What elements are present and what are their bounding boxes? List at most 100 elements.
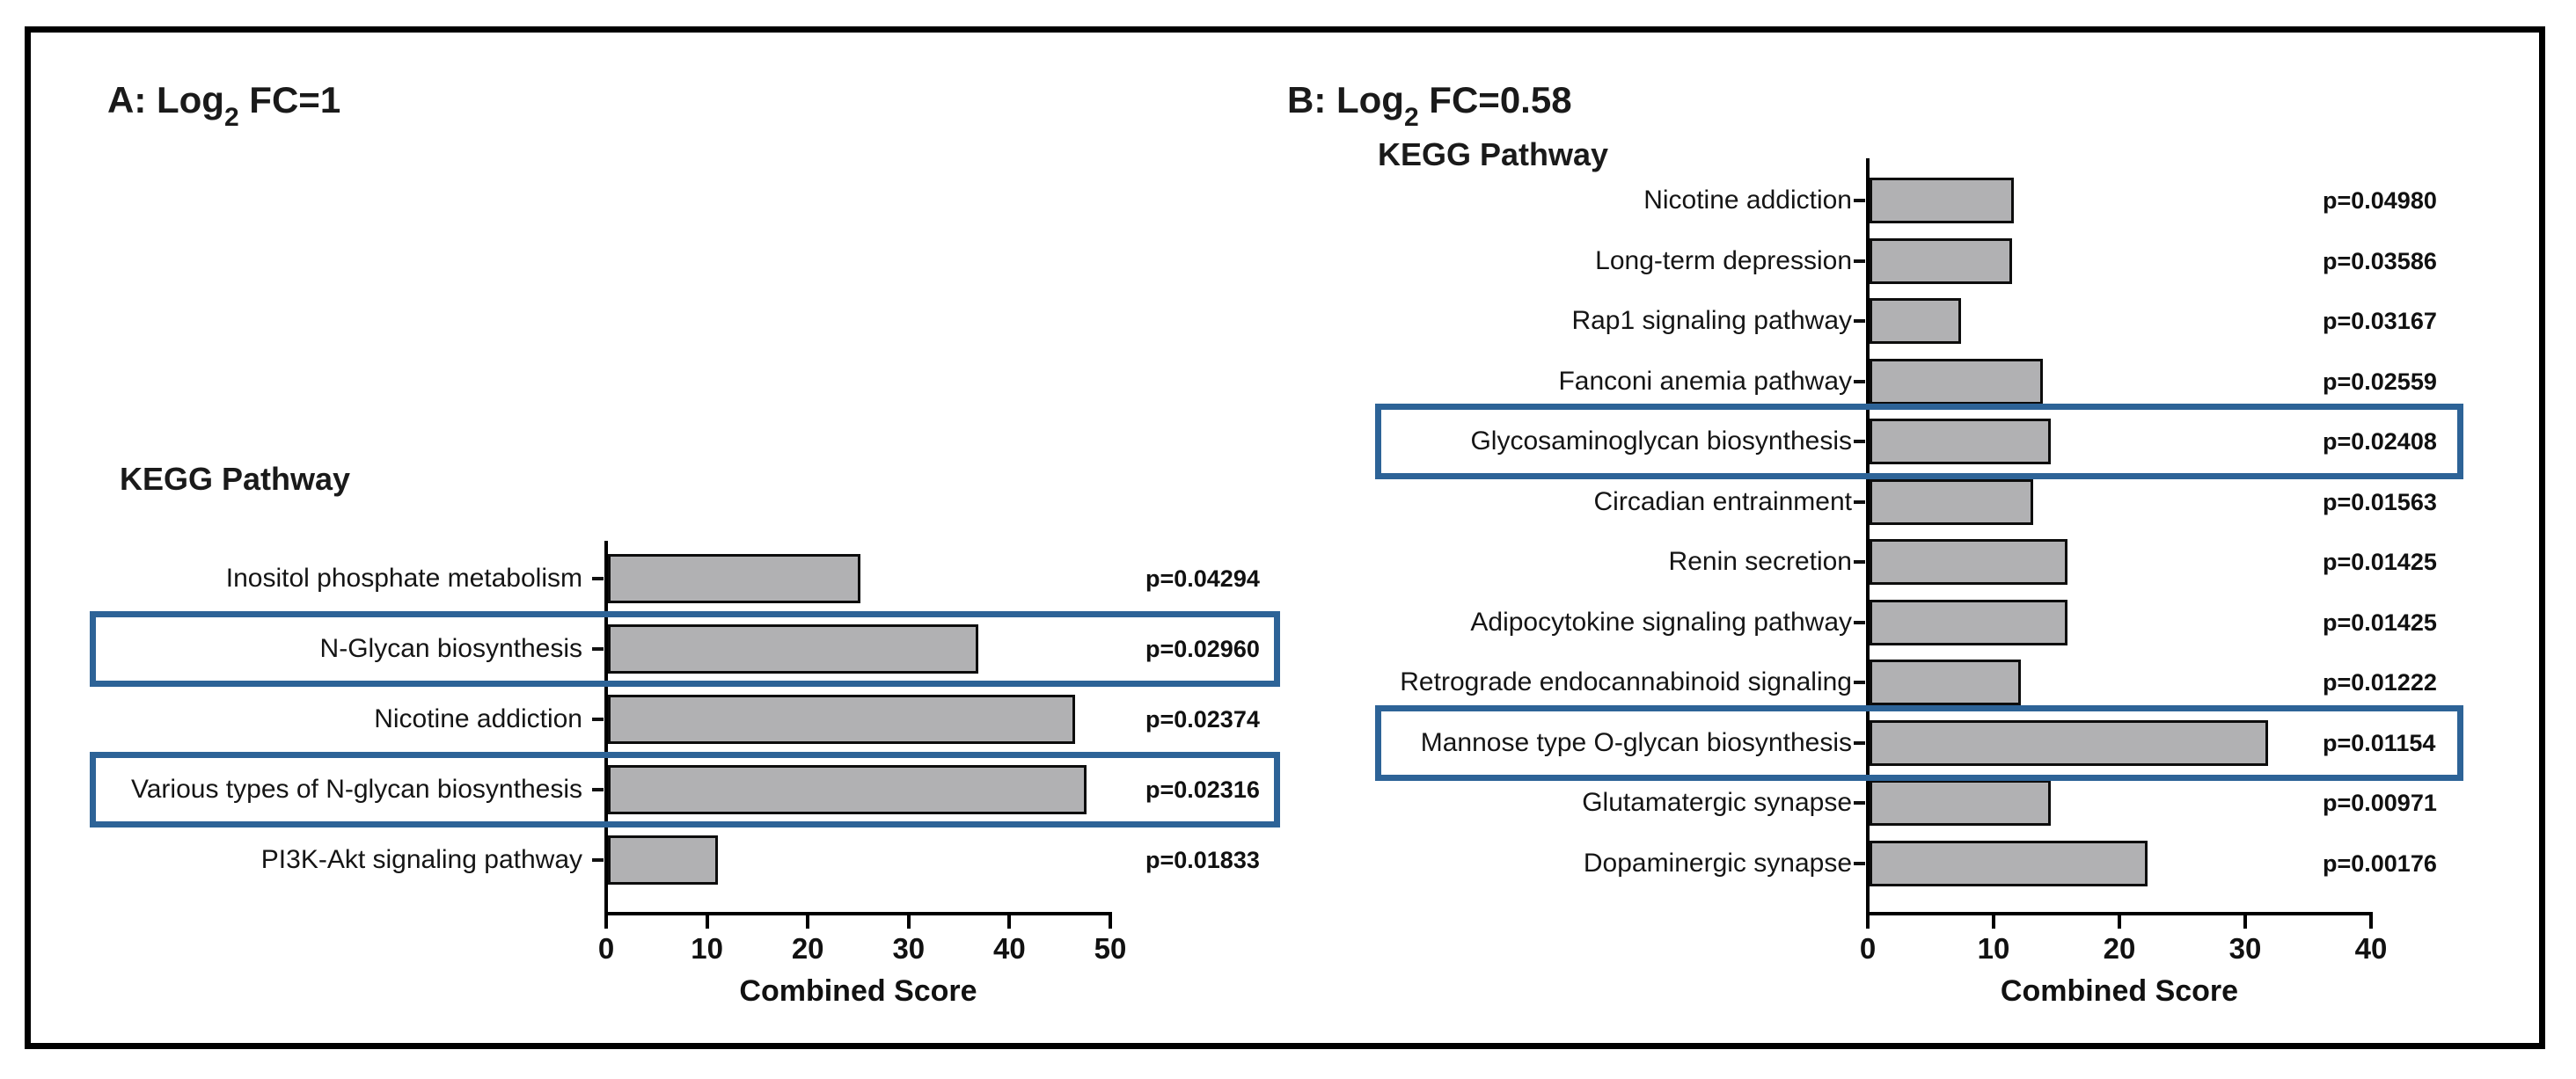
category-tick <box>592 858 604 862</box>
bar <box>1870 539 2067 585</box>
x-axis <box>604 912 1112 915</box>
highlight-box <box>90 752 1280 827</box>
bar <box>1870 419 2051 464</box>
category-label: Circadian entrainment <box>1593 486 1852 516</box>
x-tick-label: 10 <box>1977 932 2010 965</box>
x-tick <box>1007 914 1012 929</box>
category-label: PI3K-Akt signaling pathway <box>260 845 582 874</box>
category-label: Mannose type O-glycan biosynthesis <box>1420 727 1852 757</box>
category-tick <box>1854 379 1865 383</box>
x-tick <box>2369 914 2373 929</box>
category-label: Dopaminergic synapse <box>1583 848 1852 878</box>
p-value-label: p=0.01425 <box>2323 549 2437 575</box>
category-tick <box>1854 319 1865 323</box>
category-tick <box>592 577 604 580</box>
bar <box>1870 780 2051 826</box>
x-tick-label: 10 <box>691 932 723 965</box>
category-tick <box>592 788 604 791</box>
panel-a-title-subscript: 2 <box>223 103 239 133</box>
x-tick <box>1866 914 1870 929</box>
category-tick <box>1854 861 1865 865</box>
category-tick <box>1854 259 1865 263</box>
x-tick-label: 20 <box>791 932 824 965</box>
category-label: Adipocytokine signaling pathway <box>1470 607 1852 637</box>
category-tick <box>1854 499 1865 504</box>
category-tick <box>1854 801 1865 805</box>
highlight-box <box>1375 704 2463 781</box>
bar <box>1870 237 2012 284</box>
p-value-label: p=0.00176 <box>2323 849 2437 877</box>
x-tick <box>705 914 709 929</box>
bar <box>1870 599 2067 645</box>
bar <box>1870 298 1961 344</box>
x-tick <box>906 914 911 929</box>
p-value-label: p=0.02316 <box>1145 776 1260 803</box>
x-tick <box>1109 914 1112 929</box>
p-value-label: p=0.04980 <box>2323 187 2437 214</box>
category-label: Retrograde endocannabinoid signaling <box>1400 667 1852 696</box>
x-axis-title: Combined Score <box>739 974 977 1008</box>
bar <box>608 624 978 674</box>
category-label: Glutamatergic synapse <box>1582 788 1852 817</box>
bar <box>1870 719 2268 766</box>
x-tick-label: 40 <box>993 932 1026 965</box>
category-label: Inositol phosphate metabolism <box>225 564 582 593</box>
panel-b-title-prefix: B: Log <box>1287 79 1404 120</box>
p-value-label: p=0.04294 <box>1145 565 1260 592</box>
x-axis-title: Combined Score <box>2000 974 2239 1008</box>
category-tick <box>1854 440 1865 443</box>
category-label: Glycosaminoglycan biosynthesis <box>1470 426 1852 456</box>
p-value-label: p=0.02559 <box>2323 368 2437 395</box>
category-label: Nicotine addiction <box>1643 186 1852 215</box>
p-value-label: p=0.00971 <box>2323 790 2437 816</box>
bar <box>608 765 1087 814</box>
y-axis <box>1866 158 1870 915</box>
p-value-label: p=0.01425 <box>2323 609 2437 636</box>
p-value-label: p=0.03167 <box>2323 308 2437 334</box>
category-label: Renin secretion <box>1668 547 1852 576</box>
category-label: N-Glycan biosynthesis <box>319 634 582 663</box>
p-value-label: p=0.01833 <box>1145 847 1260 873</box>
x-axis <box>1866 912 2373 915</box>
panel-a-axis-header: KEGG Pathway <box>120 461 351 497</box>
bar <box>1870 358 2043 405</box>
category-label: Various types of N-glycan biosynthesis <box>130 775 582 804</box>
panel-a-title-prefix: A: Log <box>107 79 224 120</box>
x-tick <box>1992 914 1995 929</box>
bar <box>608 835 718 885</box>
category-label: Long-term depression <box>1595 245 1852 275</box>
category-tick <box>1854 740 1865 745</box>
category-label: Rap1 signaling pathway <box>1571 306 1852 335</box>
x-tick-label: 30 <box>2228 932 2262 965</box>
p-value-label: p=0.02374 <box>1145 706 1260 733</box>
x-tick-label: 30 <box>892 932 926 965</box>
category-tick <box>1854 560 1865 564</box>
bar <box>608 695 1075 744</box>
panel-b-axis-header: KEGG Pathway <box>1378 136 1609 172</box>
p-value-label: p=0.01154 <box>2323 729 2436 756</box>
p-value-label: p=0.02408 <box>2323 428 2437 455</box>
x-tick <box>806 914 810 929</box>
x-tick-label: 40 <box>2354 932 2388 965</box>
highlight-box <box>90 611 1280 687</box>
panel-a-title: A: Log2 FC=1 <box>107 79 341 132</box>
panel-b-title-subscript: 2 <box>1403 103 1419 133</box>
bar <box>608 554 860 603</box>
category-tick <box>592 718 604 721</box>
bar <box>1870 178 2014 223</box>
bar <box>1870 840 2148 886</box>
category-tick <box>1854 681 1865 684</box>
panel-a-title-suffix: FC=1 <box>238 79 341 120</box>
x-tick <box>2243 914 2247 929</box>
x-tick-label: 20 <box>2103 932 2136 965</box>
category-tick <box>592 647 604 651</box>
category-label: Nicotine addiction <box>374 704 582 733</box>
panel-b-title-suffix: FC=0.58 <box>1418 79 1572 120</box>
x-tick-label: 0 <box>597 932 615 965</box>
p-value-label: p=0.01222 <box>2323 669 2437 696</box>
p-value-label: p=0.02960 <box>1145 636 1260 662</box>
figure-border <box>25 26 2545 1049</box>
bar <box>1870 478 2033 525</box>
category-tick <box>1854 620 1865 624</box>
